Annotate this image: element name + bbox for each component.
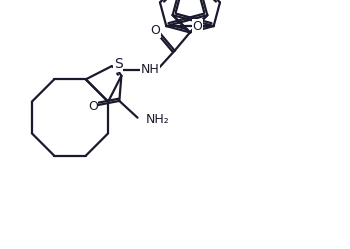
- Text: O: O: [150, 24, 160, 37]
- Text: NH: NH: [141, 63, 160, 76]
- Text: S: S: [114, 57, 122, 71]
- Text: O: O: [193, 20, 203, 33]
- Text: O: O: [88, 100, 98, 113]
- Text: NH₂: NH₂: [146, 113, 170, 125]
